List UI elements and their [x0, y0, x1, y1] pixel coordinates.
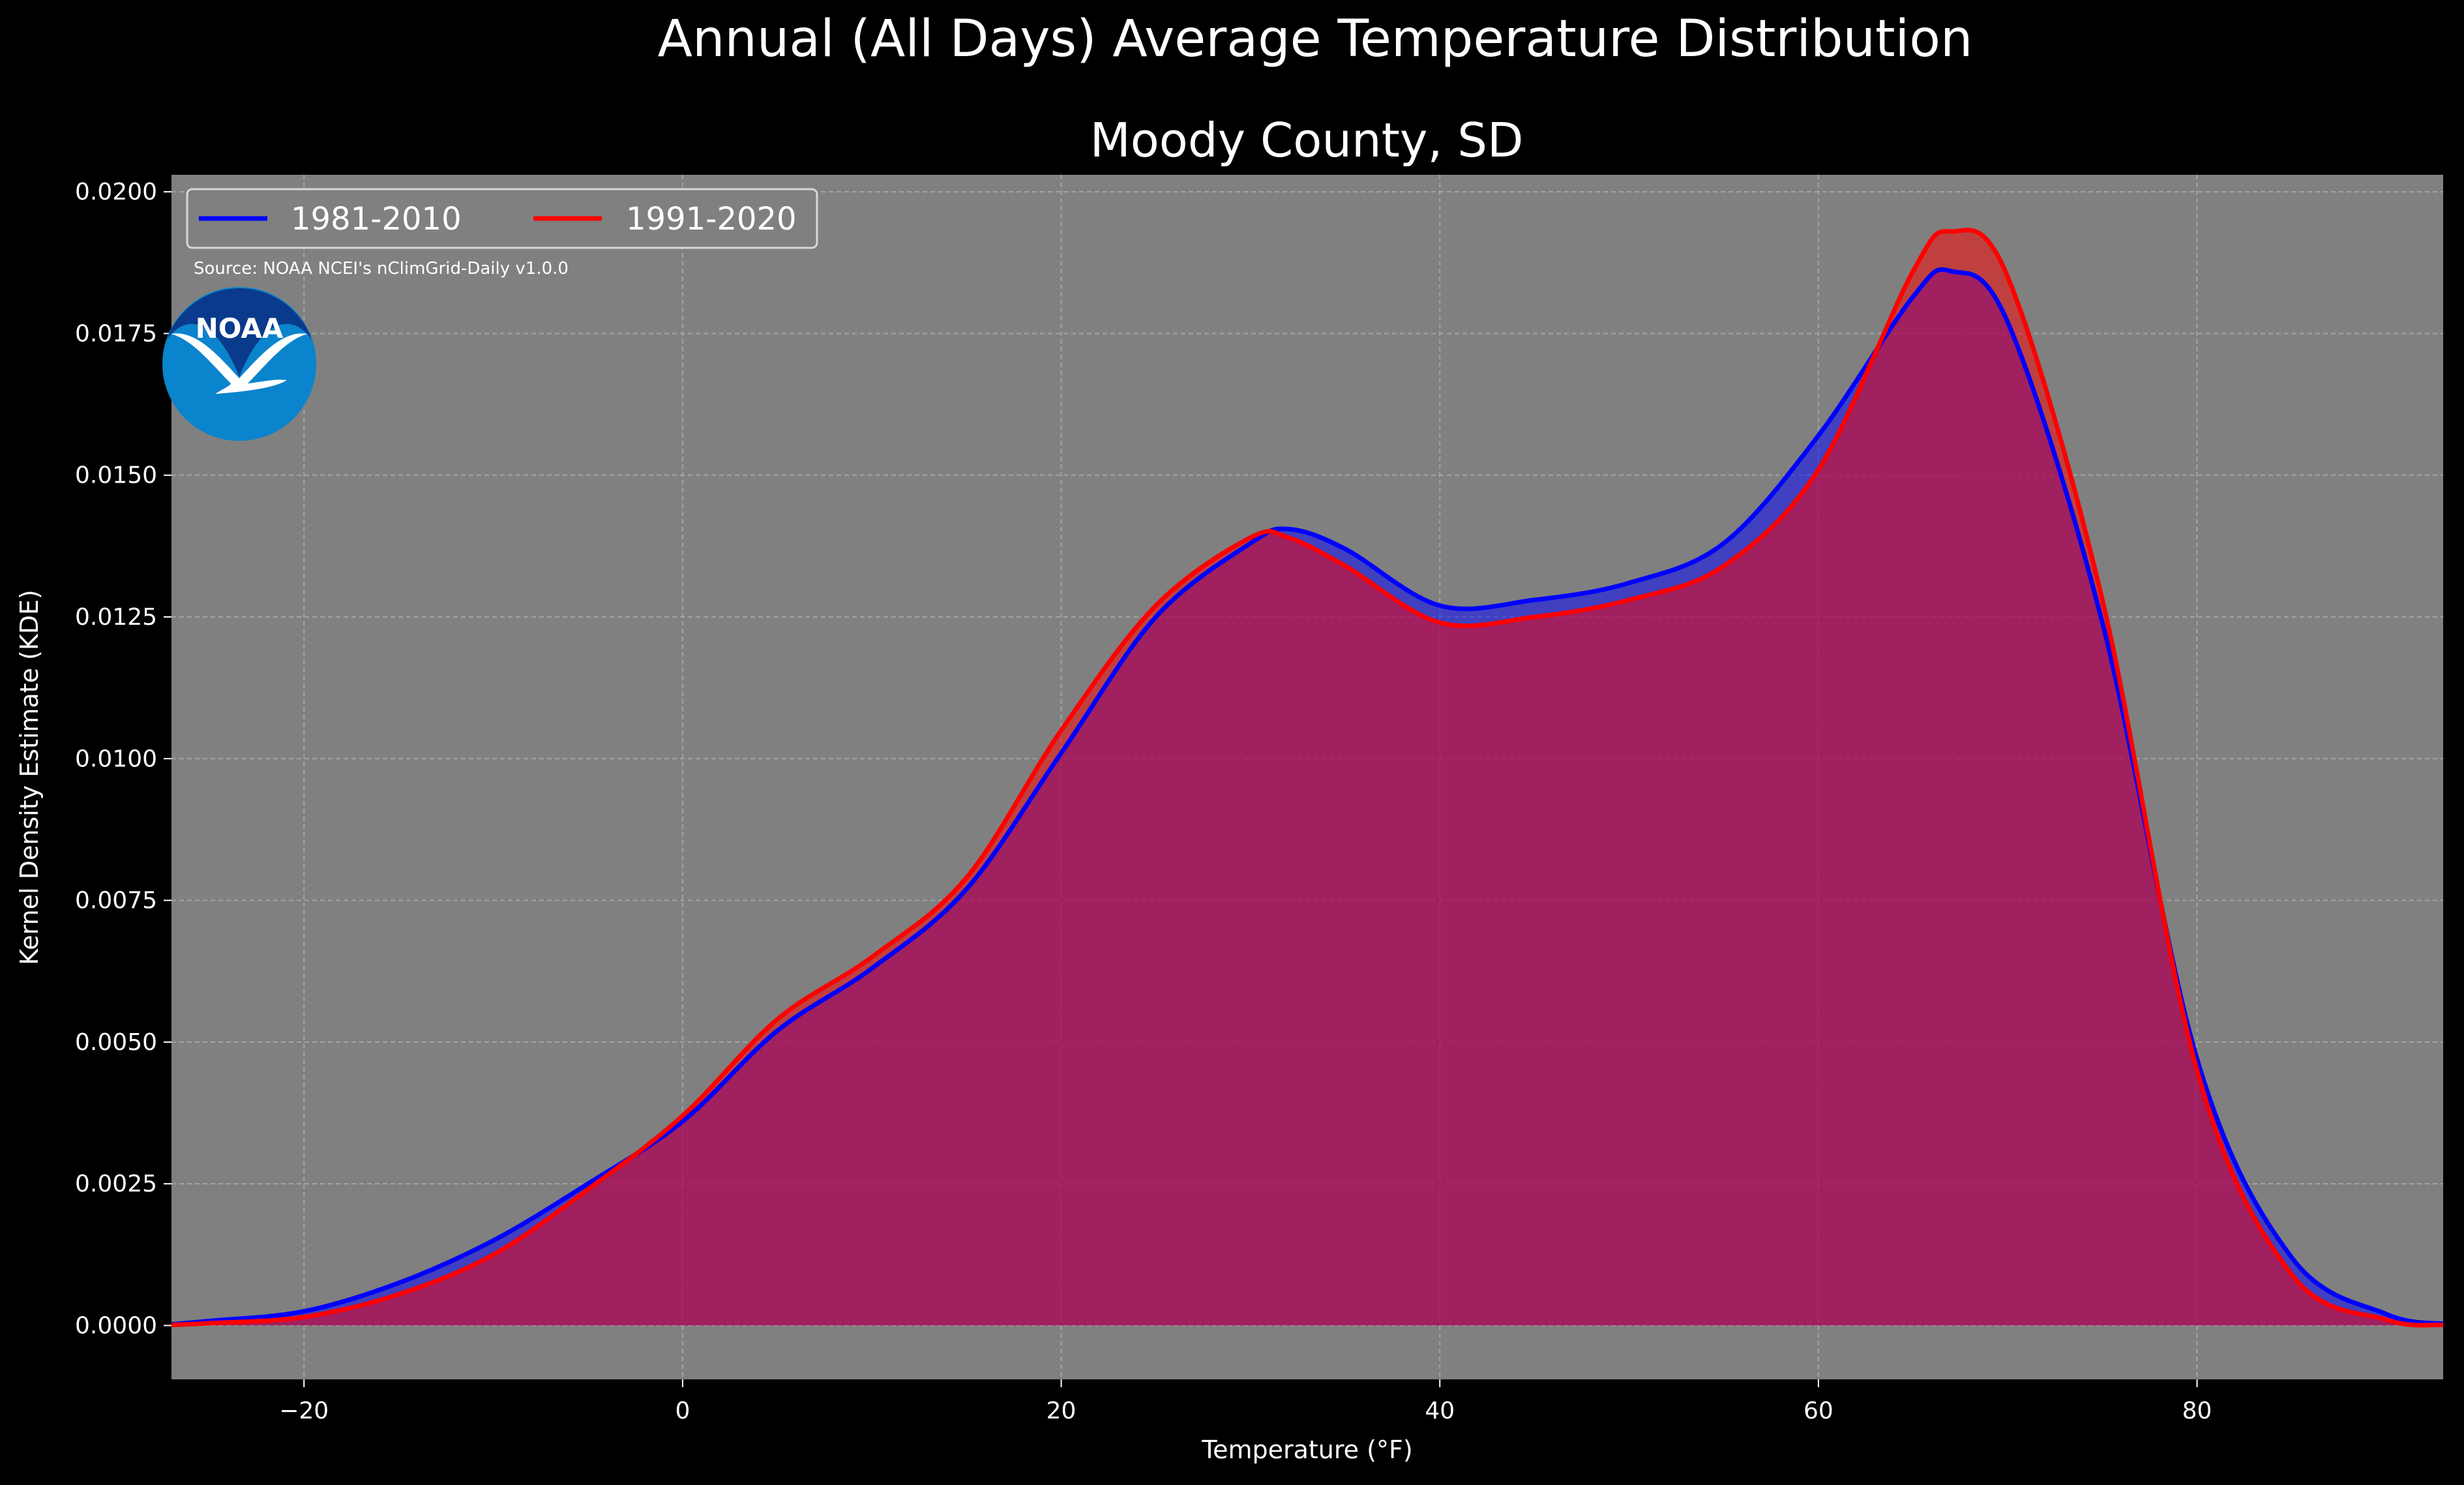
- axis-ticks: −20 0 20 40 60 80 0.0000 0.0025 0.0050 0.0075 0.01…: [75, 179, 2212, 1424]
- series-area-1991-2020: [171, 230, 2443, 1326]
- y-tick-label-5: 0.0125: [75, 604, 157, 631]
- y-tick-label-3: 0.0075: [75, 888, 157, 914]
- noaa-logo-text: NOAA: [196, 312, 284, 344]
- y-tick-label-8: 0.0200: [75, 179, 157, 205]
- noaa-logo-top: [167, 288, 312, 377]
- y-tick-label-4: 0.0100: [75, 745, 157, 772]
- y-tick-label-6: 0.0150: [75, 462, 157, 489]
- y-tick-label-0: 0.0000: [75, 1312, 157, 1339]
- x-tick-label-3: 40: [1425, 1398, 1455, 1424]
- noaa-logo-bird: [171, 333, 308, 394]
- x-axis-label: Temperature (°F): [1201, 1435, 1412, 1464]
- source-note: Source: NOAA NCEI's nClimGrid-Daily v1.0…: [194, 259, 569, 278]
- x-tick-label-4: 60: [1803, 1398, 1833, 1424]
- legend: 1981-2010 1991-2020: [186, 188, 818, 249]
- legend-label-1981-2010: 1981-2010: [291, 201, 462, 237]
- y-tick-label-1: 0.0025: [75, 1171, 157, 1197]
- legend-label-1991-2020: 1991-2020: [626, 201, 797, 237]
- x-tick-label-0: −20: [279, 1398, 329, 1424]
- y-tick-label-7: 0.0175: [75, 320, 157, 347]
- noaa-logo: NOAA: [162, 287, 316, 441]
- series-line-1981-2010: [171, 267, 2444, 1327]
- y-axis-label: Kernel Density Estimate (KDE): [15, 590, 44, 965]
- chart-title: Moody County, SD: [1090, 113, 1524, 168]
- x-tick-label-5: 80: [2182, 1398, 2212, 1424]
- y-tick-label-2: 0.0050: [75, 1029, 157, 1056]
- x-tick-label-1: 0: [675, 1398, 690, 1424]
- x-tick-label-2: 20: [1046, 1398, 1076, 1424]
- figure-suptitle: Annual (All Days) Average Temperature Di…: [658, 10, 1973, 68]
- series-layer: [171, 228, 2444, 1328]
- series-line-1991-2020: [171, 228, 2444, 1328]
- legend-box: [186, 188, 818, 249]
